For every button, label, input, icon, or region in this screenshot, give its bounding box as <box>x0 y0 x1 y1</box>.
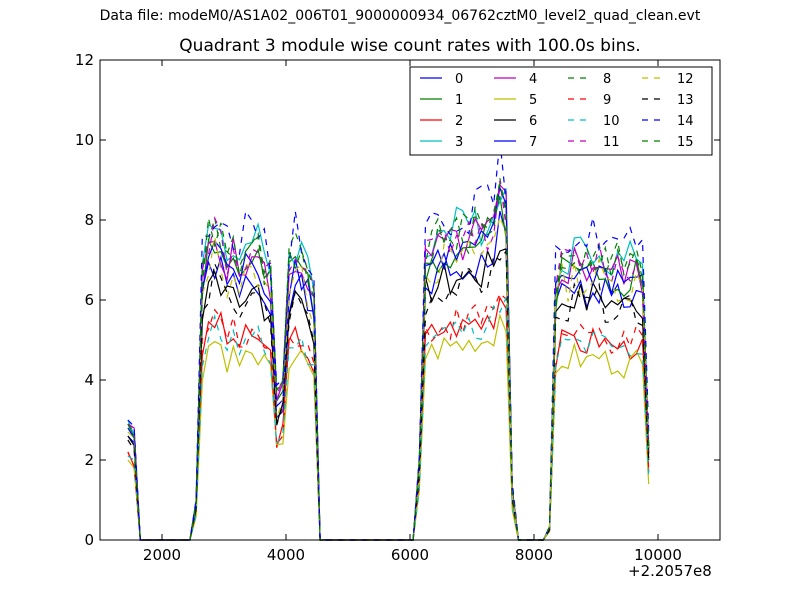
legend-label-9: 9 <box>603 93 611 108</box>
y-tick-label: 6 <box>84 291 94 309</box>
legend-label-11: 11 <box>603 135 620 150</box>
legend-label-2: 2 <box>455 114 463 129</box>
y-tick-label: 2 <box>84 451 94 469</box>
y-tick-label: 10 <box>75 131 94 149</box>
legend-label-6: 6 <box>529 114 537 129</box>
series-line-10 <box>127 297 650 541</box>
x-axis-offset-label: +2.2057e8 <box>628 562 712 580</box>
chart-title: Quadrant 3 module wise count rates with … <box>179 36 641 56</box>
legend-label-14: 14 <box>677 114 694 129</box>
legend-label-10: 10 <box>603 114 620 129</box>
y-tick-label: 12 <box>75 51 94 69</box>
x-tick-label: 6000 <box>391 546 429 564</box>
series-line-2 <box>127 296 650 541</box>
legend-box <box>409 66 713 156</box>
x-tick-label: 2000 <box>143 546 181 564</box>
legend-label-1: 1 <box>455 93 463 108</box>
series-line-12 <box>127 215 650 541</box>
legend-label-3: 3 <box>455 135 463 150</box>
legend-label-12: 12 <box>677 72 694 87</box>
series-line-15 <box>127 183 650 541</box>
legend-label-4: 4 <box>529 72 537 87</box>
series-line-6 <box>127 247 650 541</box>
y-tick-label: 8 <box>84 211 94 229</box>
legend-label-7: 7 <box>529 135 537 150</box>
legend-label-5: 5 <box>529 93 537 108</box>
x-tick-label: 4000 <box>267 546 305 564</box>
figure-suptitle: Data file: modeM0/AS1A02_006T01_90000009… <box>99 8 701 24</box>
y-tick-label: 4 <box>84 371 94 389</box>
legend-label-8: 8 <box>603 72 611 87</box>
x-tick-label: 10000 <box>634 546 682 564</box>
legend-label-0: 0 <box>455 72 463 87</box>
x-tick-label: 8000 <box>515 546 553 564</box>
legend-label-13: 13 <box>677 93 694 108</box>
y-tick-label: 0 <box>84 531 94 549</box>
series-layer <box>127 140 650 541</box>
legend-label-15: 15 <box>677 135 694 150</box>
series-line-3 <box>127 188 650 541</box>
series-line-9 <box>127 292 650 541</box>
series-line-11 <box>127 180 650 541</box>
series-line-14 <box>127 140 650 541</box>
